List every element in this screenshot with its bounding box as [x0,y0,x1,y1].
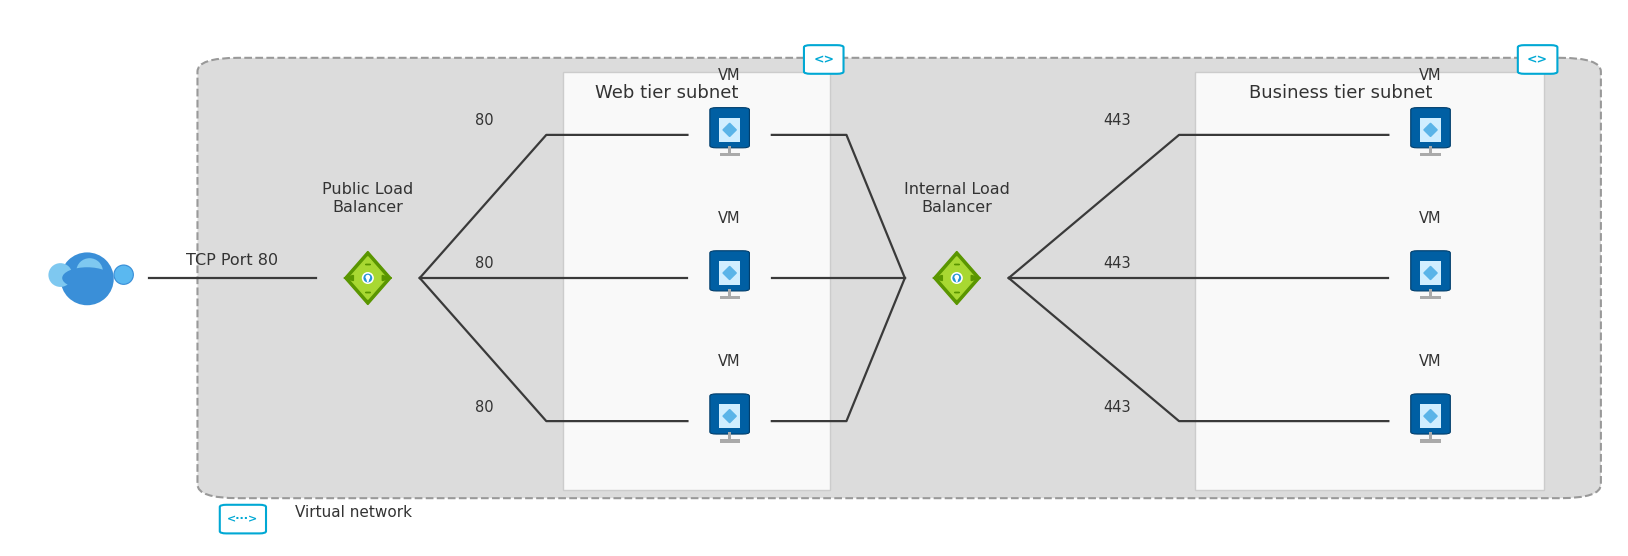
FancyBboxPatch shape [1411,108,1451,148]
Text: VM: VM [1420,354,1442,369]
Text: 80: 80 [475,256,493,271]
Text: TCP Port 80: TCP Port 80 [186,253,278,268]
Polygon shape [933,251,980,305]
Bar [1420,118,1441,142]
Text: Virtual network: Virtual network [295,505,412,520]
FancyBboxPatch shape [220,505,265,533]
Bar [728,146,731,153]
Text: 443: 443 [1104,400,1131,415]
Ellipse shape [114,265,133,285]
Text: VM: VM [718,68,741,83]
Text: VM: VM [718,211,741,226]
Bar [1420,439,1441,443]
Text: Internal Load
Balancer: Internal Load Balancer [904,182,1009,215]
Ellipse shape [62,267,112,289]
Text: <···>: <···> [228,514,259,524]
Text: Business tier subnet: Business tier subnet [1249,84,1433,102]
Polygon shape [344,275,353,281]
Polygon shape [1424,410,1438,423]
Ellipse shape [49,263,72,287]
Text: VM: VM [1420,68,1442,83]
Text: 80: 80 [475,400,493,415]
Ellipse shape [60,252,114,305]
Text: <>: <> [1527,53,1548,66]
Bar [720,404,741,428]
Bar [1420,261,1441,285]
Polygon shape [723,410,736,423]
FancyBboxPatch shape [710,394,749,434]
Ellipse shape [77,258,103,285]
Bar [1420,153,1441,156]
Ellipse shape [954,275,959,279]
Ellipse shape [366,275,370,279]
Text: VM: VM [1420,211,1442,226]
Bar [720,153,739,156]
Text: VM: VM [718,354,741,369]
Polygon shape [723,266,736,280]
Bar [1420,296,1441,300]
Ellipse shape [114,266,133,284]
Polygon shape [972,275,980,281]
Ellipse shape [78,260,101,283]
Ellipse shape [361,272,374,284]
Polygon shape [723,123,736,136]
Bar [720,261,741,285]
Polygon shape [1424,266,1438,280]
Bar [728,289,731,296]
FancyBboxPatch shape [804,45,843,74]
Ellipse shape [363,274,373,282]
Text: Public Load
Balancer: Public Load Balancer [322,182,414,215]
Bar [1195,72,1543,490]
Bar [720,118,741,142]
Bar [720,439,739,443]
Text: 80: 80 [475,113,493,128]
Text: 443: 443 [1104,256,1131,271]
Text: Web tier subnet: Web tier subnet [596,84,739,102]
Polygon shape [933,275,943,281]
Ellipse shape [951,272,962,284]
FancyBboxPatch shape [1411,394,1451,434]
FancyBboxPatch shape [710,251,749,291]
FancyBboxPatch shape [1411,251,1451,291]
Bar [563,72,830,490]
Bar [1429,146,1433,153]
FancyBboxPatch shape [710,108,749,148]
Polygon shape [366,277,370,282]
Text: 443: 443 [1104,113,1131,128]
Polygon shape [956,277,959,282]
Bar [1429,289,1433,296]
Polygon shape [383,275,392,281]
Polygon shape [938,257,975,299]
Bar [1429,432,1433,440]
Bar [728,432,731,440]
Polygon shape [350,257,386,299]
Ellipse shape [952,274,961,282]
Polygon shape [1424,123,1438,136]
Polygon shape [345,251,391,305]
FancyBboxPatch shape [197,58,1600,498]
Bar [1420,404,1441,428]
FancyBboxPatch shape [1517,45,1558,74]
Bar [720,296,739,300]
Ellipse shape [50,265,70,285]
Text: <>: <> [814,53,834,66]
